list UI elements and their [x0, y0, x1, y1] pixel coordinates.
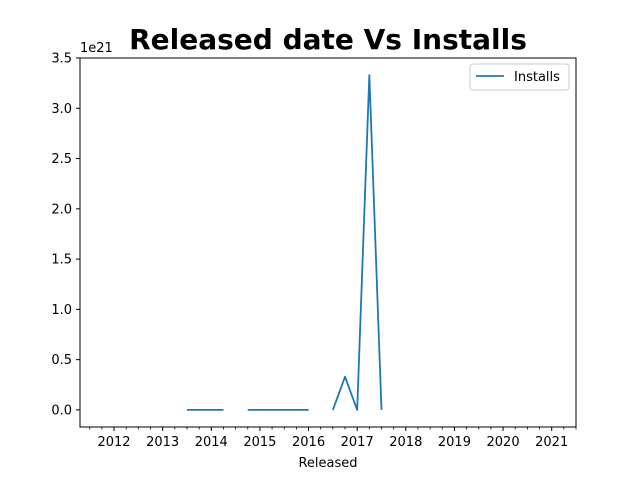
- y-tick-label: 2.0: [51, 202, 72, 217]
- y-axis-ticks: 0.0 0.5 1.0 1.5 2.0 2.5 3.0 3.5: [51, 52, 80, 418]
- x-axis-ticks: 2012 2013 2014 2015 2016 2017 2018 2019 2020 2021: [89, 427, 577, 450]
- legend-box: [469, 63, 570, 91]
- x-tick-label: 2019: [438, 435, 471, 450]
- y-tick-label: 3.0: [51, 102, 72, 117]
- x-tick-label: 2013: [146, 435, 179, 450]
- x-tick-label: 2014: [195, 435, 228, 450]
- y-tick-label: 3.5: [51, 52, 72, 67]
- y-tick-label: 1.5: [51, 253, 72, 268]
- x-tick-label: 2012: [97, 435, 130, 450]
- y-tick-label: 0.5: [51, 353, 72, 368]
- series-line-installs: [332, 74, 383, 411]
- x-axis-label: Released: [298, 456, 357, 471]
- series-layer: [186, 74, 383, 411]
- y-axis-offset-label: 1e21: [80, 41, 113, 56]
- x-tick-label: 2015: [243, 435, 276, 450]
- y-tick-label: 0.0: [51, 403, 72, 418]
- y-tick-label: 2.5: [51, 152, 72, 167]
- x-tick-label: 2021: [535, 435, 568, 450]
- legend-label-installs: Installs: [514, 70, 560, 85]
- x-tick-label: 2016: [292, 435, 325, 450]
- y-tick-label: 1.0: [51, 303, 72, 318]
- legend: Installs: [469, 63, 570, 91]
- x-tick-label: 2020: [487, 435, 520, 450]
- x-tick-label: 2018: [389, 435, 422, 450]
- x-tick-label: 2017: [341, 435, 374, 450]
- plot-frame: [79, 57, 577, 428]
- chart-title: Released date Vs Installs: [129, 23, 527, 56]
